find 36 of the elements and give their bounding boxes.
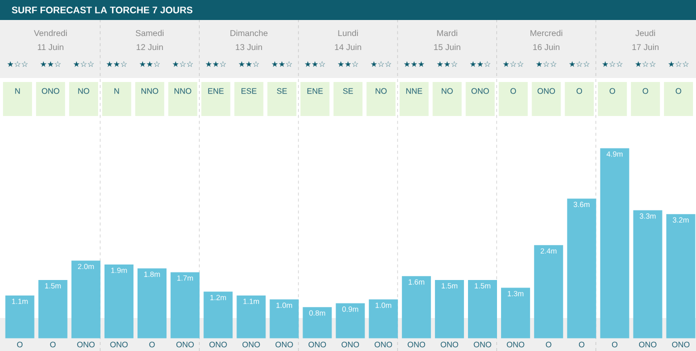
bar [336,303,365,338]
text: Vendredi [34,30,67,36]
text: Mercredi [530,30,562,36]
text: Jeudi [635,30,655,36]
bar [501,288,530,338]
text: 13 Juin [236,44,262,50]
bar [38,280,68,338]
text: 15 Juin [434,44,460,50]
bar [468,280,498,338]
text: Samedi [136,30,164,36]
text: 14 Juin [334,44,362,50]
bar [104,264,134,338]
text: Lundi [338,30,358,36]
chart-title: SURF FORECAST LA TORCHE 7 JOURS [12,6,192,14]
text: 16 Juin [533,44,560,50]
bar [600,148,630,338]
bar [368,299,398,338]
text: 12 Juin [136,44,163,50]
text: 17 Juin [632,44,659,50]
bar [71,260,100,338]
bar [567,198,596,338]
text: Dimanche [230,30,268,36]
bar [302,307,332,338]
bar [633,210,662,338]
bar [534,245,564,338]
bar [5,296,34,338]
bar [434,280,464,338]
bar [204,292,233,338]
bar [666,214,696,338]
text: Mardi [437,30,458,36]
bar [402,276,431,338]
bar [270,299,299,338]
bar [138,268,167,338]
text: 11 Juin [38,44,64,50]
bar [170,272,200,338]
bar [236,296,266,338]
